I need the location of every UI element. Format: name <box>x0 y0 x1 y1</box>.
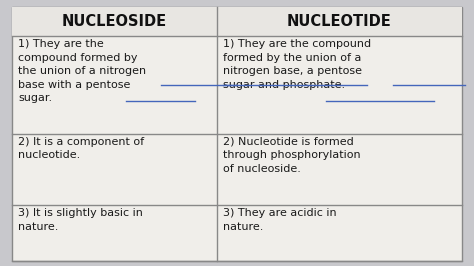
Text: 3) It is slightly basic in
nature.: 3) It is slightly basic in nature. <box>18 208 143 232</box>
Text: 2) Nucleotide is formed
through phosphorylation
of nucleoside.: 2) Nucleotide is formed through phosphor… <box>223 137 361 174</box>
Text: 3) They are acidic in
nature.: 3) They are acidic in nature. <box>223 208 337 232</box>
Text: 2) It is a component of
nucleotide.: 2) It is a component of nucleotide. <box>18 137 144 160</box>
Text: 1) They are the compound
formed by the union of a
nitrogen base, a pentose
sugar: 1) They are the compound formed by the u… <box>223 39 371 90</box>
Text: 1) They are the
compound formed by
the union of a nitrogen
base with a pentose
s: 1) They are the compound formed by the u… <box>18 39 146 103</box>
Text: NUCLEOSIDE: NUCLEOSIDE <box>62 14 167 29</box>
Bar <box>12 7 462 36</box>
Text: NUCLEOTIDE: NUCLEOTIDE <box>287 14 392 29</box>
